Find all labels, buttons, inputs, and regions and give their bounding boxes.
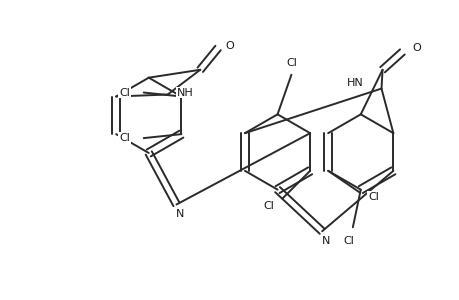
Text: Cl: Cl bbox=[285, 58, 296, 68]
Text: N: N bbox=[321, 236, 330, 246]
Text: O: O bbox=[225, 41, 234, 51]
Text: N: N bbox=[176, 209, 184, 219]
Text: HN: HN bbox=[346, 78, 363, 88]
Text: NH: NH bbox=[177, 88, 193, 98]
Text: O: O bbox=[411, 43, 420, 53]
Text: Cl: Cl bbox=[368, 192, 378, 202]
Text: Cl: Cl bbox=[119, 88, 129, 98]
Text: Cl: Cl bbox=[119, 133, 129, 143]
Text: Cl: Cl bbox=[263, 202, 274, 212]
Text: Cl: Cl bbox=[343, 236, 353, 246]
